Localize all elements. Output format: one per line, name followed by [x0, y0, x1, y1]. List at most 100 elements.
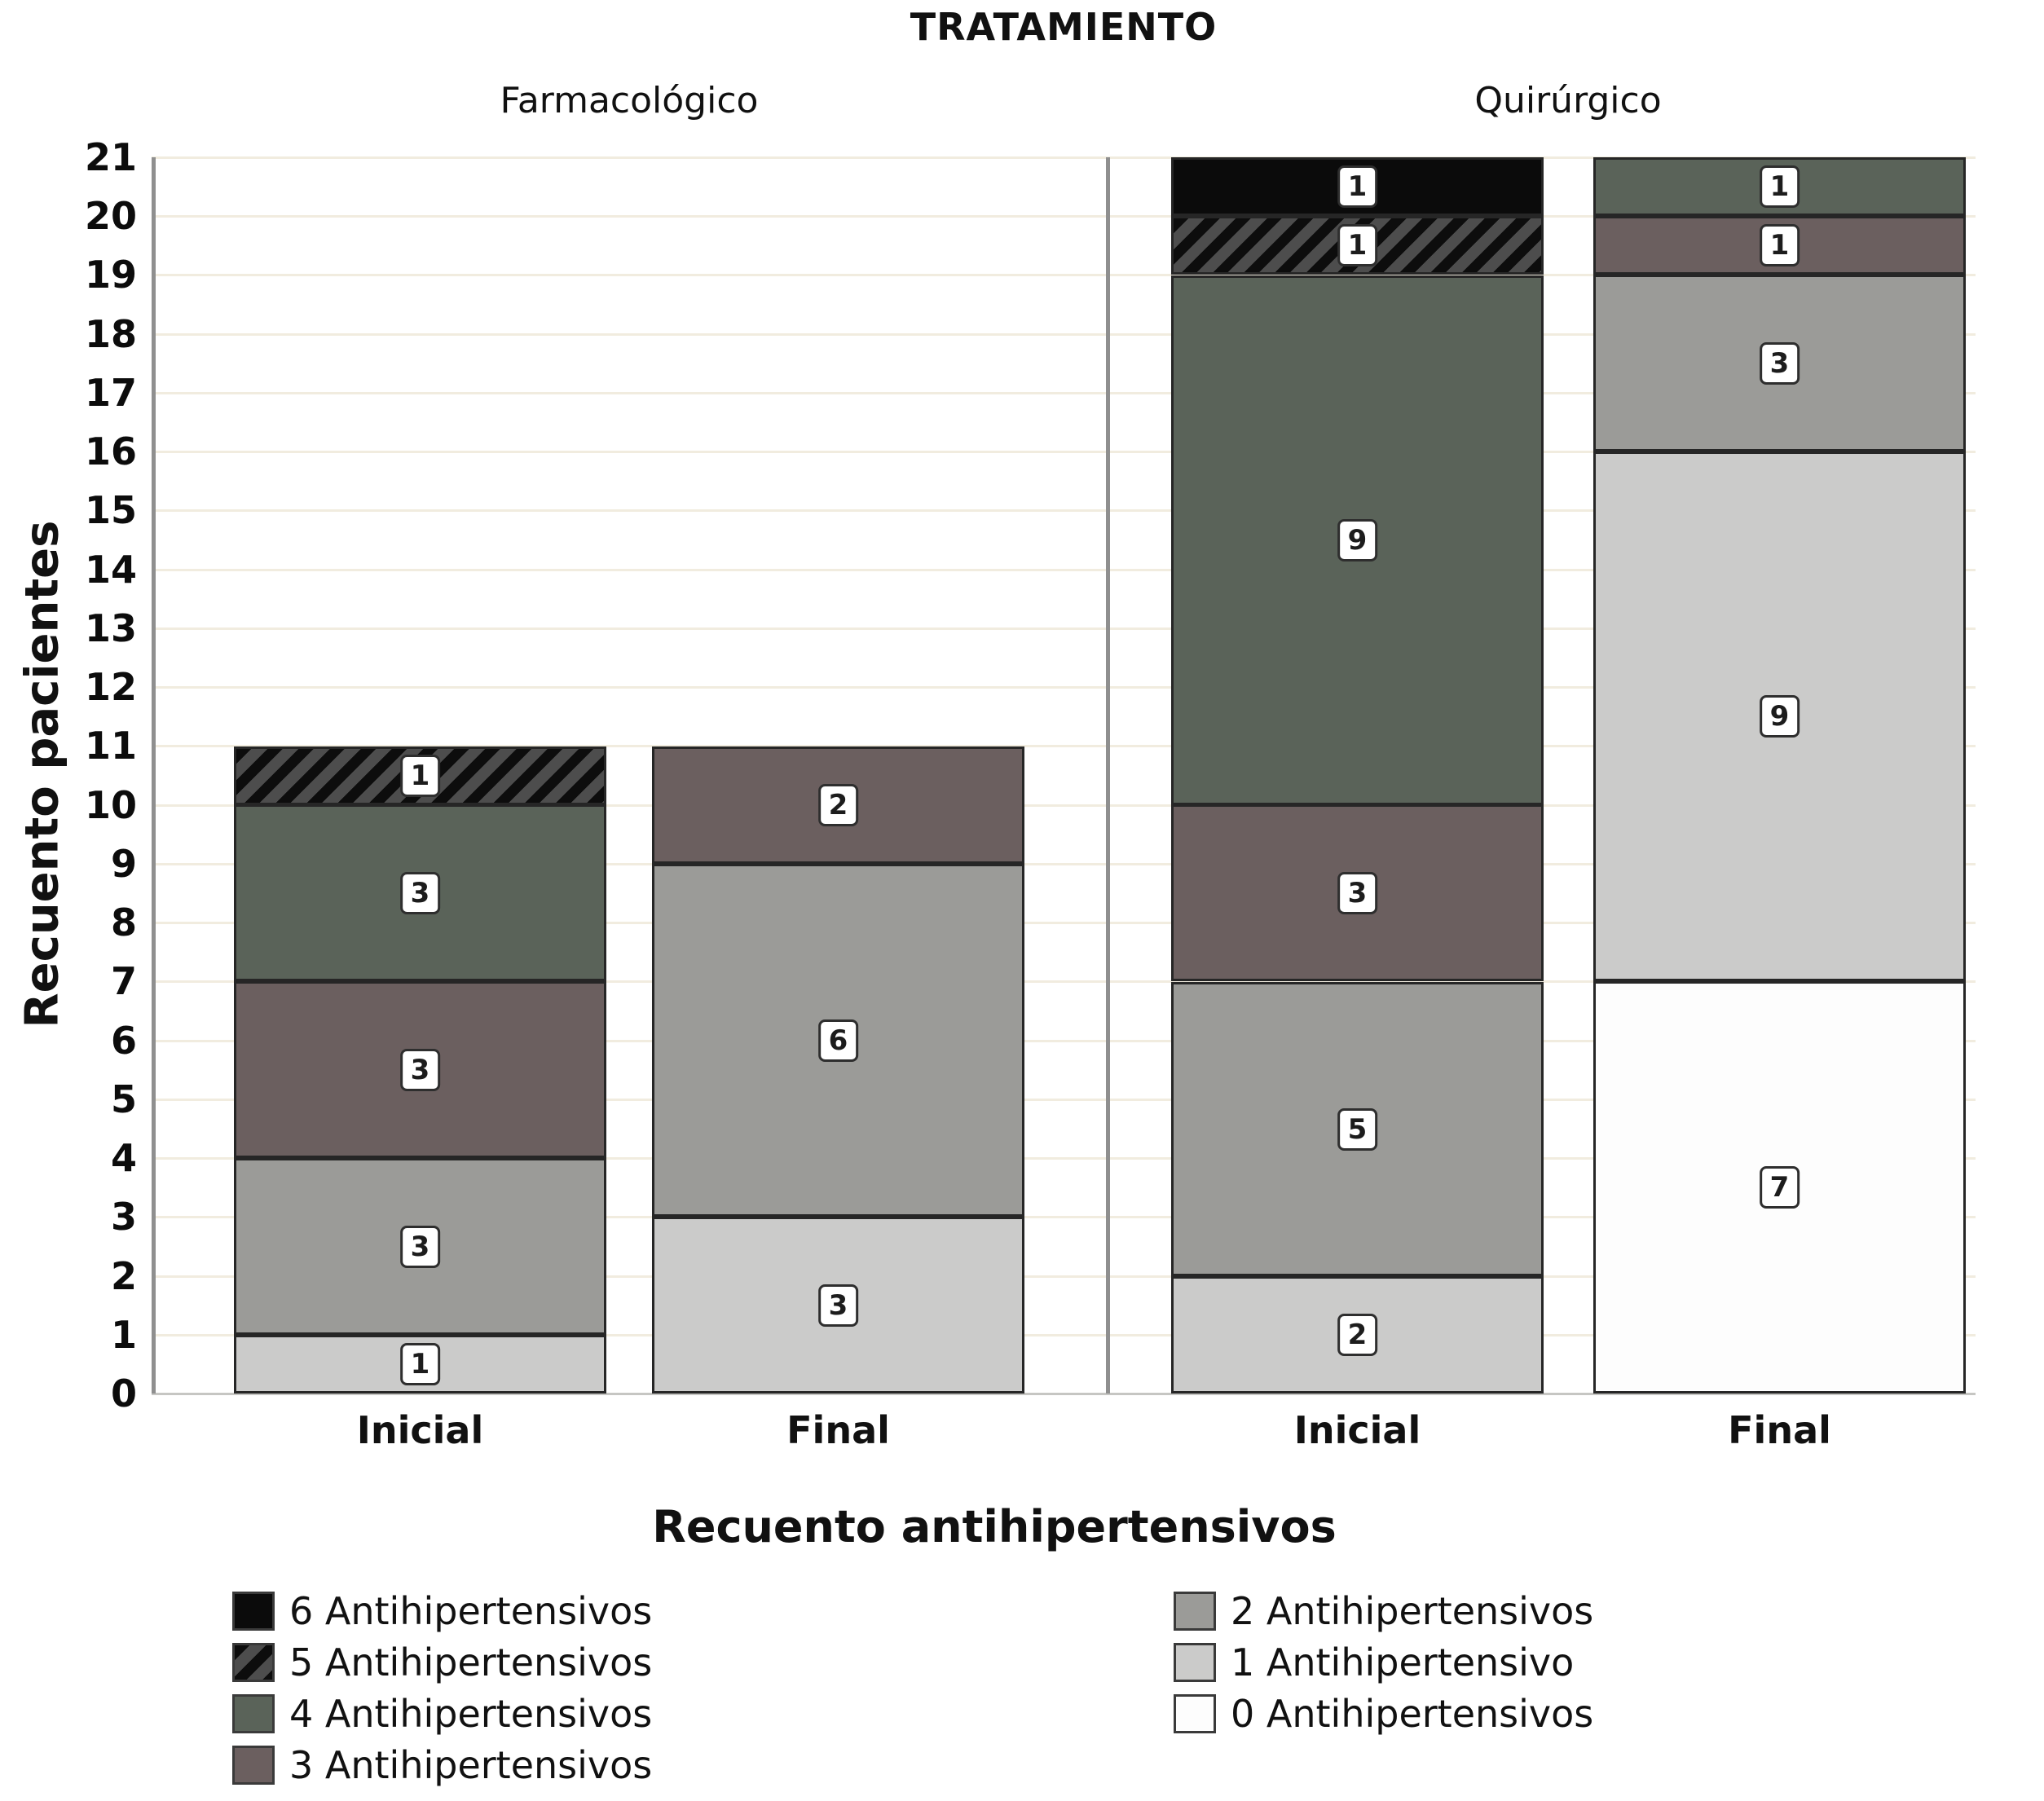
- grid-line: [152, 509, 1976, 513]
- panel-label: Quirúrgico: [1474, 80, 1662, 121]
- panel-separator-line: [1106, 157, 1110, 1394]
- legend-title: Recuento antihipertensivos: [652, 1501, 1337, 1552]
- grid-line: [152, 980, 1976, 984]
- y-tick-label: 13: [84, 605, 137, 650]
- segment-value-label: 1: [1337, 224, 1378, 266]
- grid-line: [152, 568, 1976, 571]
- legend-item: 2 Antihipertensivos: [1174, 1587, 1593, 1635]
- x-tick-label: Final: [786, 1408, 890, 1452]
- x-tick-label: Inicial: [356, 1408, 484, 1452]
- bar-segment: 3: [234, 804, 606, 981]
- segment-value-label: 6: [817, 1019, 859, 1062]
- grid-line: [152, 1333, 1976, 1336]
- legend-item: 5 Antihipertensivos: [232, 1639, 652, 1686]
- grid-line: [152, 332, 1976, 336]
- legend-swatch: [1174, 1592, 1216, 1631]
- x-tick-label: Inicial: [1293, 1408, 1421, 1452]
- legend-label: 6 Antihipertensivos: [289, 1589, 653, 1633]
- y-axis-title: Recuento pacientes: [15, 520, 69, 1028]
- legend-swatch: [232, 1694, 275, 1733]
- y-tick-label: 5: [110, 1077, 137, 1121]
- grid-line: [152, 804, 1976, 807]
- segment-value-label: 1: [399, 1343, 441, 1385]
- y-tick-label: 9: [110, 841, 137, 886]
- bar-segment: 9: [1593, 451, 1966, 981]
- y-tick-label: 17: [84, 370, 137, 415]
- bar-segment: 7: [1593, 981, 1966, 1394]
- y-tick-label: 20: [84, 194, 137, 239]
- bar-segment: 1: [1593, 157, 1966, 216]
- chart-title: TRATAMIENTO: [910, 5, 1218, 49]
- segment-value-label: 2: [1337, 1314, 1378, 1356]
- legend-swatch: [1174, 1694, 1216, 1733]
- y-tick-label: 11: [84, 724, 137, 768]
- legend-swatch: [232, 1592, 275, 1631]
- segment-value-label: 3: [1759, 341, 1800, 385]
- grid-line: [152, 1216, 1976, 1219]
- y-tick-label: 4: [110, 1136, 137, 1181]
- bar-segment: 6: [652, 864, 1024, 1217]
- legend-swatch: [232, 1643, 275, 1682]
- y-tick-label: 0: [110, 1372, 137, 1416]
- panel-label: Farmacológico: [500, 80, 759, 121]
- y-tick-label: 15: [84, 488, 137, 533]
- grid-line: [152, 922, 1976, 925]
- grid-line: [152, 1039, 1976, 1042]
- grid-line: [152, 274, 1976, 277]
- bar-segment: 5: [1171, 982, 1544, 1276]
- legend-item: 4 Antihipertensivos: [232, 1690, 652, 1737]
- y-tick-label: 10: [84, 782, 137, 827]
- y-tick-label: 6: [110, 1018, 137, 1063]
- bar-segment: 1: [1593, 216, 1966, 275]
- legend-label: 4 Antihipertensivos: [289, 1692, 653, 1736]
- segment-value-label: 5: [1337, 1107, 1378, 1151]
- stacked-bar: 7 9 3 1 1: [1593, 157, 1966, 1394]
- segment-value-label: 9: [1337, 519, 1378, 561]
- stacked-bar: 1 3 3 3 1: [234, 157, 606, 1394]
- stacked-bar: 3 6 2: [652, 157, 1024, 1394]
- y-tick-label: 1: [110, 1312, 137, 1357]
- legend-label: 3 Antihipertensivos: [289, 1743, 653, 1787]
- bar-segment: 2: [652, 746, 1024, 864]
- y-tick-label: 18: [84, 311, 137, 356]
- x-axis-baseline: [152, 1393, 1976, 1395]
- y-tick-label: 7: [110, 959, 137, 1004]
- y-tick-label: 19: [84, 253, 137, 297]
- bar-segment: 2: [1171, 1276, 1544, 1394]
- grid-line: [152, 686, 1976, 689]
- grid-line: [152, 627, 1976, 630]
- legend-item: 0 Antihipertensivos: [1174, 1690, 1593, 1737]
- legend-swatch: [232, 1746, 275, 1785]
- legend-item: 1 Antihipertensivo: [1174, 1639, 1574, 1686]
- bar-segment: 3: [1593, 275, 1966, 451]
- y-tick-label: 16: [84, 429, 137, 474]
- y-tick-label: 8: [110, 900, 137, 945]
- bar-segment: 3: [1171, 804, 1544, 981]
- grid-line: [152, 862, 1976, 865]
- bar-segment: 9: [1171, 275, 1544, 805]
- bar-segment: 3: [234, 1158, 606, 1335]
- grid-line: [152, 1157, 1976, 1160]
- y-tick-label: 21: [84, 135, 137, 179]
- segment-value-label: 3: [399, 871, 441, 914]
- bar-segment: 1: [234, 746, 606, 805]
- y-tick-label: 12: [84, 665, 137, 710]
- bar-segment: 1: [234, 1335, 606, 1394]
- bar-segment: 1: [1171, 216, 1544, 275]
- segment-value-label: 3: [817, 1284, 859, 1327]
- segment-value-label: 1: [1759, 224, 1800, 266]
- grid-line: [152, 451, 1976, 454]
- legend-label: 0 Antihipertensivos: [1231, 1692, 1594, 1736]
- legend-swatch: [1174, 1643, 1216, 1682]
- segment-value-label: 9: [1759, 695, 1800, 738]
- legend-label: 1 Antihipertensivo: [1231, 1640, 1575, 1684]
- legend-item: 3 Antihipertensivos: [232, 1742, 652, 1789]
- legend-label: 2 Antihipertensivos: [1231, 1589, 1594, 1633]
- grid-line: [152, 215, 1976, 218]
- segment-value-label: 2: [817, 784, 859, 826]
- y-tick-label: 3: [110, 1195, 137, 1240]
- legend-item: 6 Antihipertensivos: [232, 1587, 652, 1635]
- segment-value-label: 3: [399, 1225, 441, 1268]
- stacked-bar: 2 5 3 9 1 1: [1171, 157, 1544, 1394]
- plot-area: 1 3 3 3 1 3 6 2 2 5 3 9 1 1 7 9 3 1 1: [152, 156, 1976, 1395]
